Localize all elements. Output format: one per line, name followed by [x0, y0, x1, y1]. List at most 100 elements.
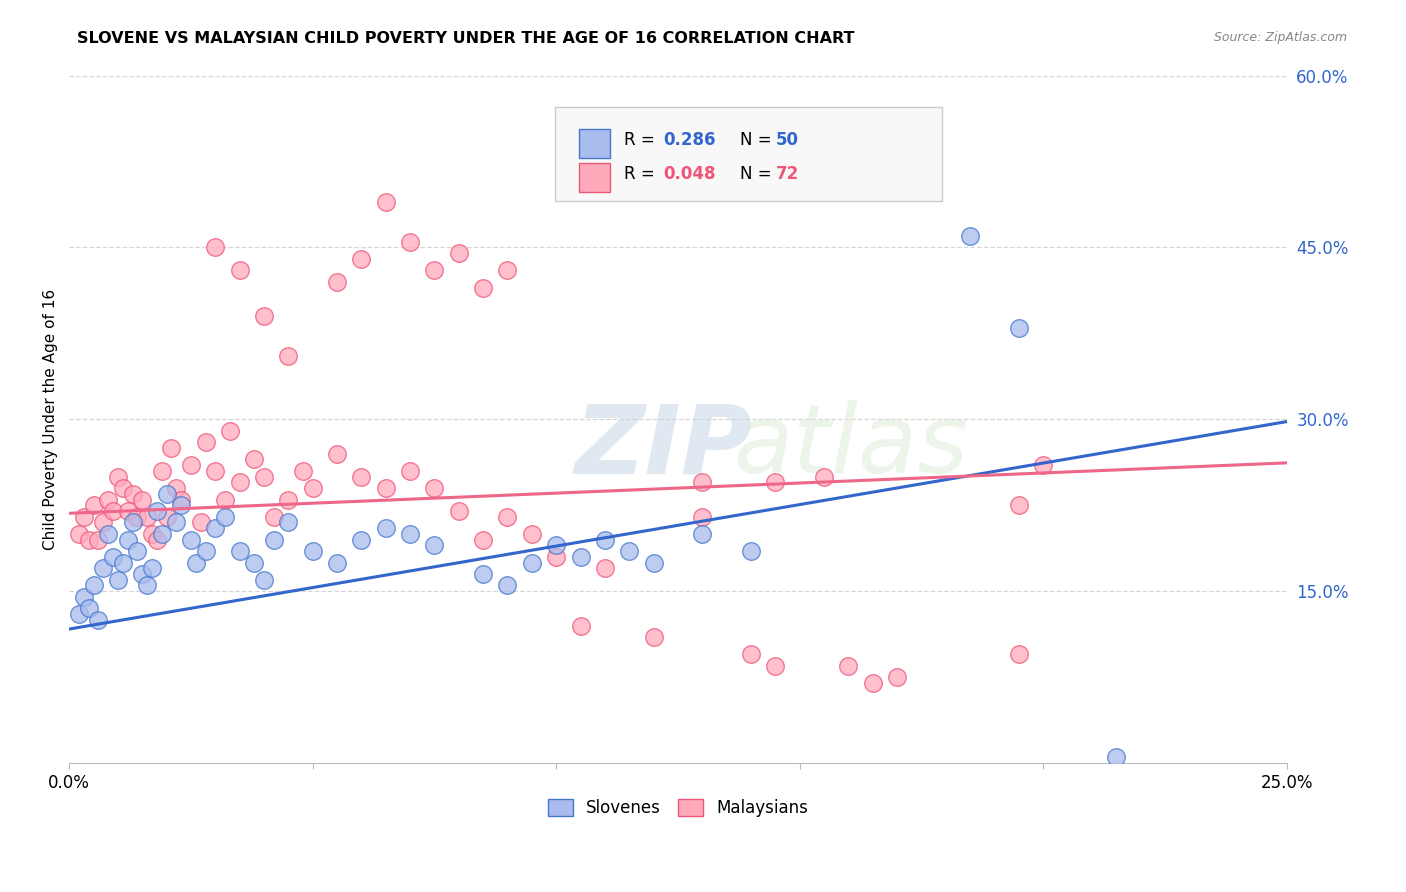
- Point: [83, 578, 105, 592]
- Point: [520, 527, 543, 541]
- Point: [619, 544, 641, 558]
- Point: [228, 475, 250, 490]
- Point: [77, 533, 100, 547]
- Point: [180, 458, 202, 472]
- Text: Source: ZipAtlas.com: Source: ZipAtlas.com: [1213, 31, 1347, 45]
- Point: [101, 504, 124, 518]
- Point: [228, 263, 250, 277]
- Text: ZIP: ZIP: [575, 401, 752, 493]
- Point: [83, 498, 105, 512]
- Point: [399, 464, 422, 478]
- Text: atlas: atlas: [733, 401, 967, 493]
- Point: [73, 590, 96, 604]
- Point: [569, 618, 592, 632]
- Point: [569, 549, 592, 564]
- Point: [399, 527, 422, 541]
- Point: [1105, 750, 1128, 764]
- Point: [136, 578, 159, 592]
- Point: [156, 487, 179, 501]
- Point: [214, 509, 236, 524]
- Point: [277, 349, 299, 363]
- Text: N =: N =: [740, 165, 776, 183]
- Point: [136, 509, 159, 524]
- Point: [243, 452, 266, 467]
- Point: [496, 509, 519, 524]
- Text: R =: R =: [624, 131, 661, 149]
- Point: [472, 567, 495, 582]
- Point: [77, 601, 100, 615]
- Point: [496, 578, 519, 592]
- Text: 72: 72: [776, 165, 800, 183]
- Point: [67, 607, 90, 622]
- Point: [374, 521, 396, 535]
- Text: R =: R =: [624, 165, 661, 183]
- Point: [374, 194, 396, 209]
- Point: [111, 481, 134, 495]
- Text: 50: 50: [776, 131, 799, 149]
- Point: [326, 275, 349, 289]
- Point: [253, 309, 276, 323]
- Point: [146, 533, 169, 547]
- Point: [121, 487, 143, 501]
- Point: [194, 435, 217, 450]
- Point: [423, 538, 446, 552]
- Point: [447, 504, 470, 518]
- Point: [253, 469, 276, 483]
- Point: [107, 573, 129, 587]
- Point: [170, 498, 193, 512]
- Point: [763, 658, 786, 673]
- Point: [73, 509, 96, 524]
- Point: [263, 509, 285, 524]
- Point: [67, 527, 90, 541]
- Point: [141, 561, 163, 575]
- Point: [165, 481, 187, 495]
- Point: [214, 492, 236, 507]
- Point: [91, 516, 114, 530]
- Point: [184, 556, 207, 570]
- Point: [740, 647, 762, 661]
- Point: [117, 504, 139, 518]
- Point: [160, 441, 183, 455]
- Point: [643, 630, 665, 644]
- Point: [263, 533, 285, 547]
- Point: [350, 469, 373, 483]
- Point: [886, 670, 908, 684]
- Point: [146, 504, 169, 518]
- Point: [301, 481, 323, 495]
- Point: [326, 447, 349, 461]
- Point: [1032, 458, 1054, 472]
- Point: [277, 516, 299, 530]
- Point: [194, 544, 217, 558]
- Text: SLOVENE VS MALAYSIAN CHILD POVERTY UNDER THE AGE OF 16 CORRELATION CHART: SLOVENE VS MALAYSIAN CHILD POVERTY UNDER…: [77, 31, 855, 46]
- Point: [180, 533, 202, 547]
- Point: [837, 658, 859, 673]
- Point: [253, 573, 276, 587]
- Point: [101, 549, 124, 564]
- Point: [690, 509, 713, 524]
- Point: [593, 561, 616, 575]
- Point: [1008, 498, 1031, 512]
- Point: [862, 676, 884, 690]
- Point: [243, 556, 266, 570]
- Point: [690, 527, 713, 541]
- Y-axis label: Child Poverty Under the Age of 16: Child Poverty Under the Age of 16: [44, 289, 58, 549]
- Point: [170, 492, 193, 507]
- Point: [447, 246, 470, 260]
- Point: [97, 492, 120, 507]
- Point: [326, 556, 349, 570]
- Point: [1008, 647, 1031, 661]
- Point: [496, 263, 519, 277]
- Point: [690, 475, 713, 490]
- Text: 0.286: 0.286: [664, 131, 716, 149]
- Point: [107, 469, 129, 483]
- Point: [121, 516, 143, 530]
- Point: [91, 561, 114, 575]
- Point: [423, 263, 446, 277]
- Text: 0.048: 0.048: [664, 165, 716, 183]
- Point: [117, 533, 139, 547]
- Point: [97, 527, 120, 541]
- Point: [350, 533, 373, 547]
- Point: [593, 533, 616, 547]
- Point: [87, 613, 110, 627]
- Point: [204, 521, 226, 535]
